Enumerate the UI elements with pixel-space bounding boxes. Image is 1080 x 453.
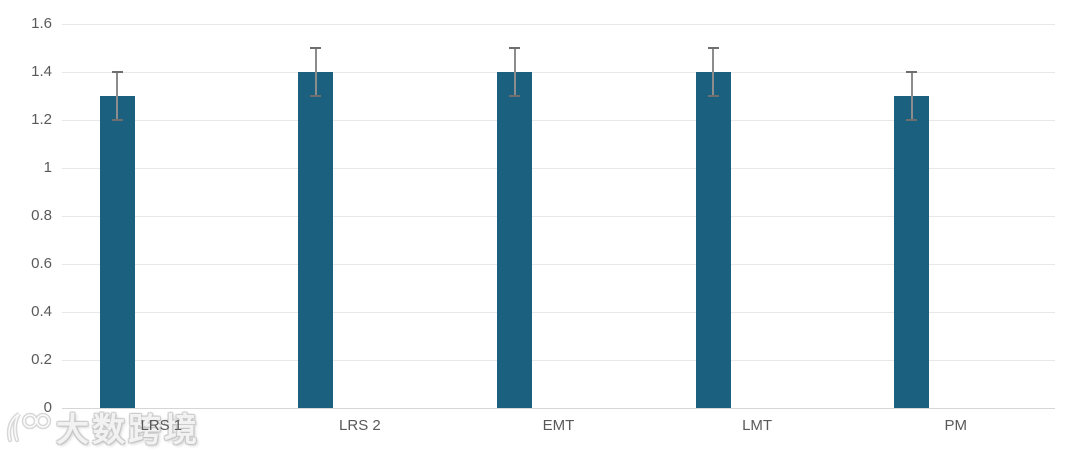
x-axis-category-label: LRS 1: [140, 417, 183, 434]
x-axis-category-label: LMT: [742, 417, 773, 434]
x-axis-category-label: PM: [944, 417, 967, 434]
bar-lrs-2: [298, 72, 334, 408]
error-bar-top-cap: [310, 47, 322, 49]
error-bar-top-cap: [906, 71, 918, 73]
x-axis-category-label: LRS 2: [339, 417, 381, 434]
y-axis-tick-label: 1: [43, 159, 52, 176]
y-axis-tick-label: 0.4: [31, 303, 52, 320]
gridline: [62, 24, 1055, 25]
y-axis-tick-label: 1.6: [31, 15, 52, 32]
bar-lrs-1: [99, 96, 135, 408]
error-bar-bottom-cap: [509, 95, 520, 97]
bar-pm: [894, 96, 930, 408]
error-bar-top-cap: [111, 71, 123, 73]
bar-emt: [497, 72, 532, 408]
bar-lmt: [695, 72, 731, 408]
error-bar-whisker: [116, 72, 119, 120]
error-bar-whisker: [712, 48, 715, 96]
y-axis-tick-label: 0.6: [31, 255, 52, 272]
error-bar-whisker: [910, 72, 913, 120]
error-bar-whisker: [314, 48, 317, 96]
error-bar-bottom-cap: [310, 95, 322, 97]
x-axis-baseline: [62, 408, 1055, 409]
error-bar-bottom-cap: [111, 119, 123, 121]
y-axis-tick-label: 0: [43, 399, 52, 416]
y-axis-tick-label: 1.2: [31, 111, 52, 128]
error-bar-top-cap: [509, 47, 520, 49]
error-bar-bottom-cap: [707, 95, 719, 97]
y-axis-tick-label: 0.8: [31, 207, 52, 224]
y-axis-tick-label: 1.4: [31, 63, 52, 80]
error-bar-bottom-cap: [906, 119, 918, 121]
y-axis-tick-label: 0.2: [31, 351, 52, 368]
x-axis-category-label: EMT: [542, 417, 575, 434]
error-bar-top-cap: [707, 47, 719, 49]
error-bar-whisker: [513, 48, 516, 96]
